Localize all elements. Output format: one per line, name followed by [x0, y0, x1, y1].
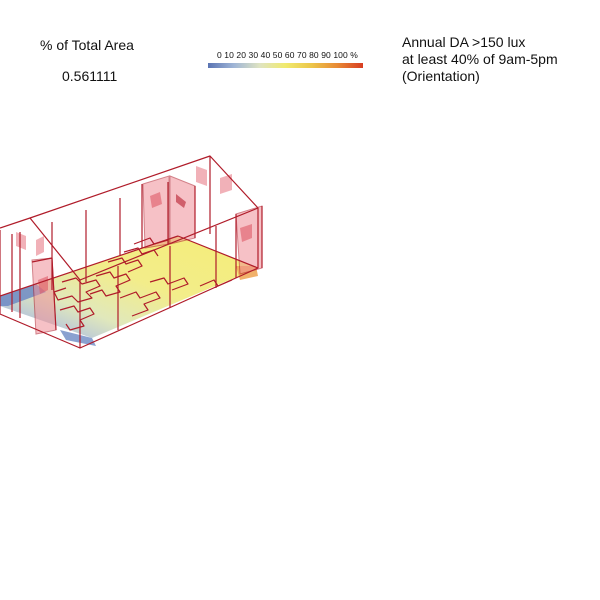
window-north-2	[169, 175, 196, 245]
study-title-line-2: at least 40% of 9am-5pm	[402, 51, 558, 67]
inner-pane-1	[150, 192, 162, 208]
legend-gradient-bar	[208, 63, 363, 68]
building-wireframe	[0, 155, 263, 349]
clerestory-window-4	[36, 236, 44, 256]
metric-title: % of Total Area	[40, 37, 134, 53]
metric-value: 0.561111	[62, 68, 118, 84]
clerestory-window-3	[16, 232, 26, 250]
floor-low-band-front	[60, 330, 96, 346]
study-title-line-3: (Orientation)	[402, 68, 480, 84]
inner-pane-3	[240, 224, 252, 242]
clerestory-window-1	[196, 166, 207, 186]
floor-heatmap	[0, 236, 258, 338]
study-title-line-1: Annual DA >150 lux	[402, 34, 526, 50]
clerestory-window-2	[220, 174, 232, 194]
color-legend: 0 10 20 30 40 50 60 70 80 90 100 %	[208, 50, 378, 68]
study-title: Annual DA >150 lux at least 40% of 9am-5…	[402, 34, 558, 85]
window-north-1	[142, 175, 170, 249]
inner-pane-2	[176, 194, 186, 208]
legend-tick-labels: 0 10 20 30 40 50 60 70 80 90 100 %	[217, 50, 358, 60]
